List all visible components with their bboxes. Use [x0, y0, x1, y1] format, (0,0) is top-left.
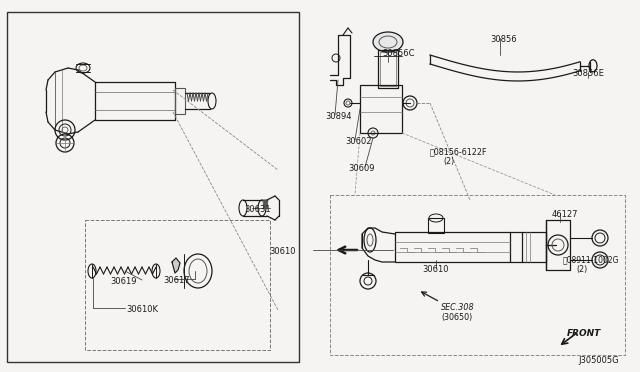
Polygon shape: [172, 258, 180, 273]
Bar: [360, 85, 402, 133]
Text: 30619: 30619: [110, 277, 136, 286]
Text: FRONT: FRONT: [567, 329, 601, 338]
Bar: [395, 232, 510, 262]
Text: (2): (2): [443, 157, 454, 166]
Text: 30856E: 30856E: [572, 69, 604, 78]
Text: 30617: 30617: [163, 276, 189, 285]
Text: 30631: 30631: [244, 205, 271, 214]
Bar: [85, 220, 270, 350]
Text: Ⓑ08156-6122F: Ⓑ08156-6122F: [430, 147, 488, 156]
Bar: [380, 52, 396, 86]
Text: 30856C: 30856C: [382, 49, 415, 58]
Bar: [175, 88, 185, 114]
Bar: [330, 195, 625, 355]
Text: 30610: 30610: [269, 247, 296, 256]
Text: 30856: 30856: [490, 35, 516, 44]
Text: 30610K: 30610K: [126, 305, 158, 314]
Text: J305005G: J305005G: [578, 356, 619, 365]
Text: SEC.308: SEC.308: [441, 303, 475, 312]
Text: (30650): (30650): [441, 313, 472, 322]
Bar: [7, 12, 299, 362]
Bar: [522, 232, 546, 262]
Bar: [428, 218, 444, 233]
Text: 30602: 30602: [345, 137, 371, 146]
Bar: [378, 50, 398, 88]
Ellipse shape: [373, 32, 403, 52]
Text: 30894: 30894: [325, 112, 351, 121]
Text: 30609: 30609: [348, 164, 374, 173]
Text: 46127: 46127: [552, 210, 579, 219]
Text: 30610: 30610: [422, 265, 449, 274]
Text: (2): (2): [576, 265, 588, 274]
Text: ⒳08911-1002G: ⒳08911-1002G: [563, 255, 620, 264]
